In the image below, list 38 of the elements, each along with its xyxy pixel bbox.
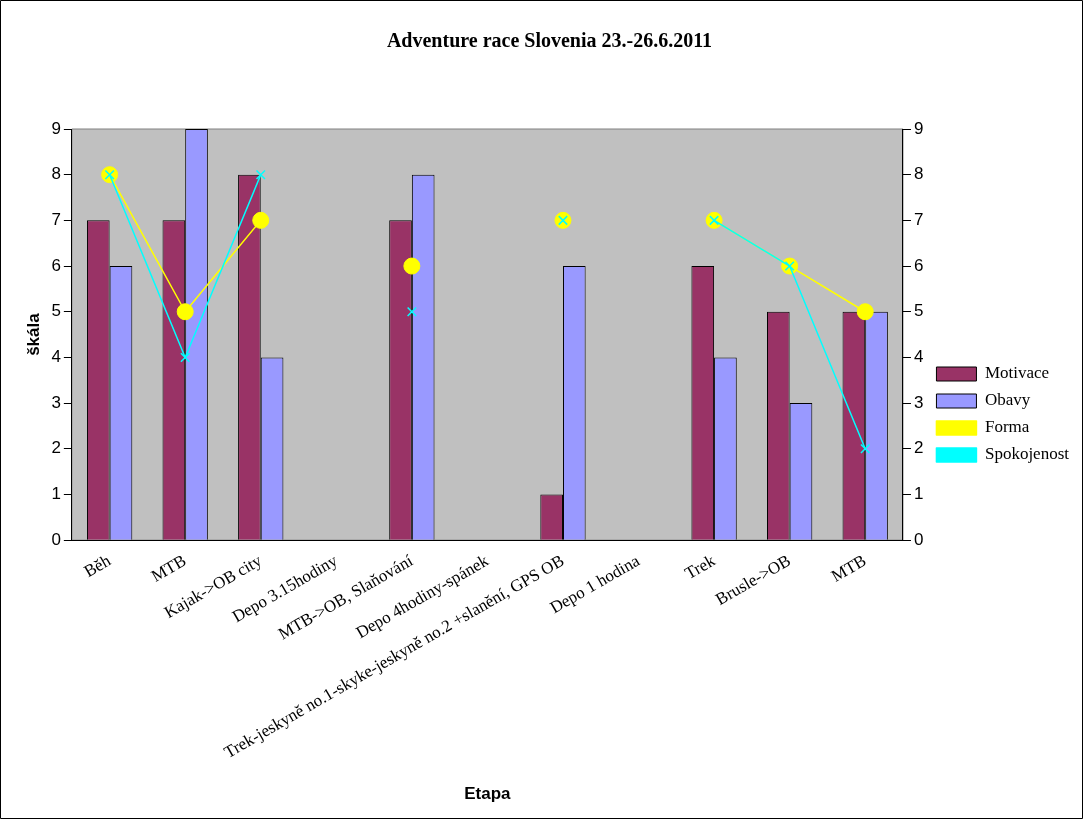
y-tick-label: 3 <box>51 392 61 412</box>
point <box>252 211 270 229</box>
y-tick-label: 4 <box>51 347 61 367</box>
y2-tick-label: 1 <box>913 484 924 504</box>
y2-tick-label: 5 <box>913 301 924 321</box>
y2-tick-label: 9 <box>913 118 924 138</box>
y2-tick-label: 8 <box>913 164 924 184</box>
y2-tick-label: 6 <box>913 255 924 275</box>
point <box>403 257 421 275</box>
y-tick-label: 8 <box>51 164 61 184</box>
y-tick-label: 6 <box>51 255 61 275</box>
y-axis-title: škála <box>23 312 43 356</box>
x-tick-label: MTB <box>828 550 870 586</box>
y-tick-label: 5 <box>51 301 61 321</box>
point <box>255 169 266 180</box>
y2-tick-label: 2 <box>913 438 924 458</box>
y-tick-label: 0 <box>51 529 61 549</box>
x-tick-label: Trek <box>681 550 719 584</box>
y-tick-label: 9 <box>51 118 61 138</box>
chart-title: Adventure race Slovenia 23.-26.6.2011 <box>386 29 713 52</box>
x-axis-title: Etapa <box>464 784 512 804</box>
y-tick-label: 7 <box>51 210 61 230</box>
point <box>406 306 417 317</box>
x-tick-label: Běh <box>80 550 115 582</box>
point <box>860 443 871 454</box>
point <box>176 303 194 321</box>
y2-tick-label: 0 <box>913 529 924 549</box>
legend-label: Forma <box>984 417 1030 437</box>
y2-tick-label: 7 <box>913 210 924 230</box>
y2-tick-label: 3 <box>913 392 924 412</box>
legend-label: Obavy <box>984 390 1031 410</box>
legend-label: Motivace <box>984 363 1050 383</box>
y-tick-label: 1 <box>51 484 61 504</box>
legend-label: Spokojenost <box>984 444 1070 464</box>
point <box>856 303 874 321</box>
y2-tick-label: 4 <box>913 347 924 367</box>
y-tick-label: 2 <box>51 438 61 458</box>
point <box>180 352 191 363</box>
